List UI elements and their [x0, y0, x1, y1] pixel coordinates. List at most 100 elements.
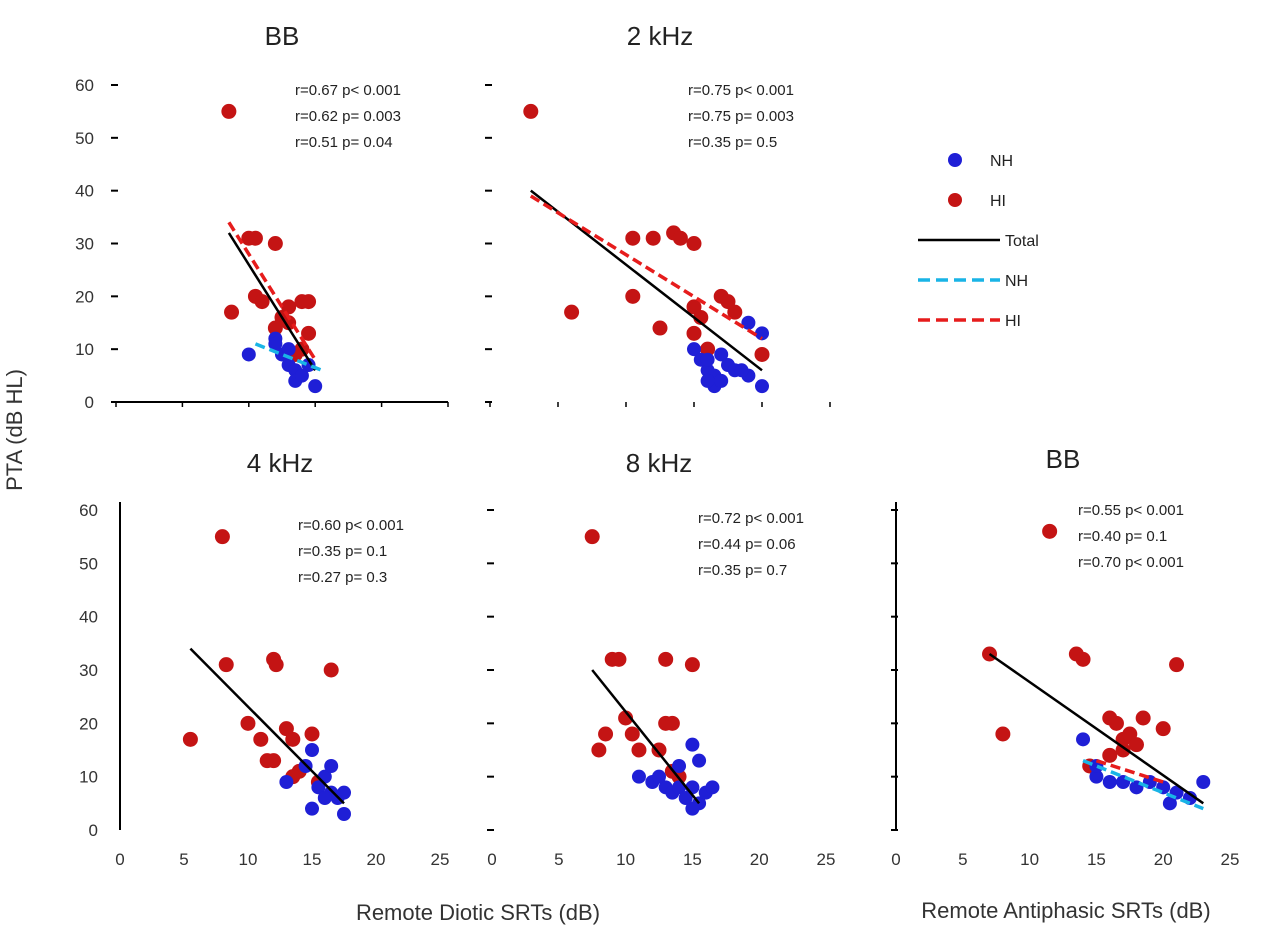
y-tick-label: 10: [75, 340, 94, 359]
data-points: [584, 529, 720, 816]
panel-3: 4 kHz 0 10 20 30 40 50 60 0 5 10 15 20 25 r=0.60 p< 0.…: [79, 448, 449, 869]
x-tick-label: 5: [958, 850, 967, 869]
legend-item: HI: [948, 193, 1006, 210]
y-tick-label: 0: [89, 821, 98, 840]
x-tick-label: 5: [179, 850, 188, 869]
nh-point: [281, 342, 296, 357]
y-tick-label: 0: [85, 393, 94, 412]
nh-point: [755, 326, 769, 341]
legend-label: NH: [990, 153, 1013, 170]
stat-annotation: r=0.44 p= 0.06: [698, 536, 796, 553]
fit-line-total: [591, 669, 701, 805]
nh-point: [324, 759, 339, 773]
x-tick-label: 0: [115, 850, 124, 869]
hi-point: [218, 657, 234, 673]
hi-point: [645, 230, 661, 246]
stat-annotation: r=0.70 p< 0.001: [1078, 554, 1184, 571]
hi-point: [624, 726, 640, 742]
panel-title: BB: [265, 21, 300, 51]
hi-point: [268, 657, 284, 673]
nh-point: [672, 759, 687, 773]
x-tick-label: 10: [616, 850, 635, 869]
hi-point: [631, 742, 647, 758]
hi-point: [658, 651, 674, 667]
y-tick-label: 40: [75, 182, 94, 201]
hi-point: [591, 742, 607, 758]
panel-title: 4 kHz: [247, 448, 313, 478]
hi-point: [304, 726, 320, 742]
x-tick-label: 20: [750, 850, 769, 869]
fit-line-total: [189, 647, 345, 805]
nh-point: [652, 769, 666, 784]
hi-point: [664, 715, 680, 731]
hi-point: [1155, 721, 1171, 737]
stat-annotation: r=0.67 p< 0.001: [295, 82, 401, 99]
nh-point: [714, 373, 729, 388]
y-tick-label: 40: [79, 608, 98, 627]
x-tick-label: 0: [891, 850, 900, 869]
stat-annotation: r=0.72 p< 0.001: [698, 510, 804, 527]
x-tick-label: 15: [303, 850, 322, 869]
hi-point: [700, 341, 716, 357]
hi-point: [1102, 747, 1118, 763]
hi-point: [221, 103, 237, 119]
y-tick-label: 20: [75, 287, 94, 306]
fit-line-total: [227, 232, 317, 371]
stat-annotation: r=0.35 p= 0.1: [298, 543, 387, 560]
nh-point: [692, 753, 707, 768]
stat-annotation: r=0.75 p= 0.003: [688, 108, 794, 125]
hi-point: [267, 236, 283, 251]
hi-point: [1115, 742, 1131, 758]
nh-point: [1102, 775, 1117, 789]
hi-point: [1135, 710, 1151, 726]
stat-annotation: r=0.62 p= 0.003: [295, 108, 401, 125]
nh-point: [700, 352, 715, 367]
legend-marker: [948, 153, 962, 167]
x-tick-label: 20: [1154, 850, 1173, 869]
y-tick-label: 60: [79, 501, 98, 520]
hi-point: [625, 288, 641, 304]
nh-point: [755, 379, 769, 394]
hi-point: [1075, 651, 1091, 667]
fit-line-total: [988, 652, 1204, 805]
x-tick-label: 20: [367, 850, 386, 869]
nh-point: [301, 358, 316, 373]
legend-label: HI: [990, 193, 1006, 210]
hi-point: [754, 346, 770, 362]
stat-annotation: r=0.27 p= 0.3: [298, 569, 387, 586]
x-tick-label: 10: [1020, 850, 1039, 869]
stat-annotation: r=0.35 p= 0.7: [698, 562, 787, 579]
hi-point: [285, 731, 301, 747]
panel-1: BB 0 10 20 30 40 50 60 r=0.67 p< 0.001 r=0.62 p= …: [75, 21, 449, 412]
legend-label: NH: [1005, 273, 1028, 290]
nh-point: [1162, 796, 1177, 811]
fit-line-nh: [1082, 759, 1204, 811]
hi-point: [281, 299, 297, 315]
hi-point: [266, 753, 282, 769]
panel-2: 2 kHz r=0.75 p< 0.001 r=0.75 p= 0.003 r=0.3…: [485, 21, 831, 407]
hi-point: [611, 651, 627, 667]
panel-5: BB 0 5 10 15 20 25 r=0.55 p< 0.001 r=0.40 p= 0.1…: [891, 444, 1239, 869]
nh-point: [687, 342, 701, 357]
y-tick-label: 50: [79, 554, 98, 573]
hi-point: [1108, 715, 1124, 731]
hi-point: [240, 715, 256, 731]
hi-point: [1128, 737, 1144, 753]
nh-point: [1076, 732, 1091, 747]
nh-point: [308, 379, 323, 394]
stat-annotation: r=0.51 p= 0.04: [295, 134, 393, 151]
y-tick-label: 60: [75, 76, 94, 95]
hi-point: [652, 320, 668, 336]
hi-point: [323, 662, 339, 678]
nh-point: [685, 737, 700, 752]
panel-4: 8 kHz 0 5 10 15 20 25 r=0.72 p< 0.001 r=0.44 p= …: [487, 448, 835, 869]
fit-line-hi: [529, 194, 763, 341]
hi-point: [995, 726, 1011, 742]
y-tick-label: 30: [75, 235, 94, 254]
y-tick-label: 30: [79, 661, 98, 680]
x-tick-label: 25: [431, 850, 450, 869]
nh-point: [305, 801, 319, 816]
hi-point: [727, 304, 743, 320]
